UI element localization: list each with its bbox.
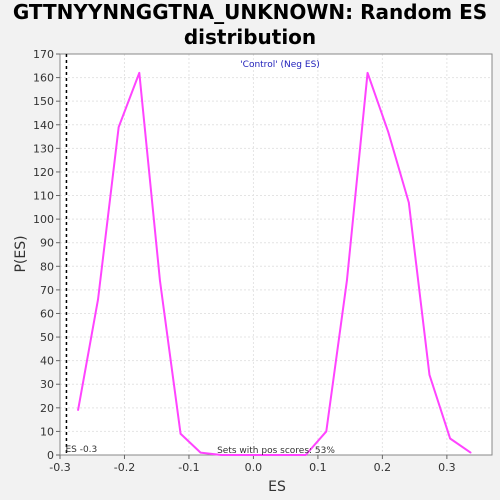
plot-area bbox=[60, 54, 492, 455]
data-point bbox=[428, 374, 431, 376]
data-point bbox=[449, 437, 451, 440]
x-tick-label: 0.0 bbox=[245, 461, 263, 474]
x-tick-label: -0.3 bbox=[49, 461, 70, 474]
tick-labels: 0 10 20 30 40 50 60 70 80 90 100 110 120 130 140 150 160… bbox=[33, 48, 456, 474]
data-point bbox=[179, 432, 182, 435]
data-point bbox=[159, 279, 161, 282]
y-tick-label: 30 bbox=[40, 378, 54, 391]
chart-title: GTTNYYNNGGTNA_UNKNOWN: Random ES distrib… bbox=[0, 0, 500, 50]
data-point bbox=[199, 451, 202, 454]
grid-lines bbox=[59, 53, 492, 456]
observed-es-label: ES -0.3 bbox=[65, 445, 97, 455]
y-tick-label: 160 bbox=[33, 72, 54, 85]
y-tick-label: 20 bbox=[40, 402, 54, 415]
y-tick-label: 80 bbox=[40, 260, 54, 273]
y-tick-label: 120 bbox=[33, 166, 54, 179]
data-point bbox=[261, 454, 263, 456]
x-tick-label: 0.1 bbox=[309, 461, 327, 474]
chart-title-line1: GTTNYYNNGGTNA_UNKNOWN: Random ES bbox=[12, 0, 488, 24]
pos-scores-note: Sets with pos scores: 53% bbox=[217, 446, 335, 456]
y-tick-label: 10 bbox=[40, 425, 54, 438]
y-tick-label: 50 bbox=[40, 331, 54, 344]
y-axis-label: P(ES) bbox=[13, 235, 29, 272]
data-point bbox=[346, 279, 348, 282]
series-line bbox=[77, 71, 472, 456]
data-point bbox=[408, 201, 410, 204]
data-point bbox=[241, 454, 243, 456]
data-point bbox=[325, 430, 328, 433]
data-point bbox=[97, 298, 99, 301]
data-point bbox=[77, 409, 79, 411]
legend-text: 'Control' (Neg ES) bbox=[240, 60, 320, 70]
data-point bbox=[117, 126, 120, 128]
data-point bbox=[469, 451, 472, 454]
data-point bbox=[281, 454, 284, 456]
data-point bbox=[304, 454, 307, 456]
y-tick-label: 130 bbox=[33, 142, 54, 155]
y-tick-label: 40 bbox=[40, 355, 54, 368]
y-tick-label: 0 bbox=[47, 449, 54, 462]
x-axis-label: ES bbox=[268, 479, 286, 495]
y-tick-label: 100 bbox=[33, 213, 54, 226]
x-tick-label: -0.2 bbox=[114, 461, 135, 474]
y-tick-label: 150 bbox=[33, 95, 54, 108]
data-point bbox=[220, 454, 222, 456]
y-tick-label: 140 bbox=[33, 119, 54, 132]
data-point bbox=[366, 72, 369, 74]
annotations: ES -0.3 'Control' (Neg ES) Sets with pos s… bbox=[65, 54, 335, 456]
y-tick-label: 110 bbox=[33, 190, 54, 203]
y-tick-label: 70 bbox=[40, 284, 54, 297]
data-point bbox=[387, 131, 389, 133]
y-tick-label: 60 bbox=[40, 307, 54, 320]
x-tick-label: -0.1 bbox=[178, 461, 199, 474]
data-point bbox=[138, 72, 141, 74]
y-tick-label: 90 bbox=[40, 237, 54, 250]
chart-title-line2: distribution bbox=[183, 25, 317, 49]
x-tick-label: 0.3 bbox=[438, 461, 456, 474]
x-tick-label: 0.2 bbox=[374, 461, 392, 474]
y-tick-label: 170 bbox=[33, 48, 54, 61]
series-group bbox=[77, 71, 472, 456]
